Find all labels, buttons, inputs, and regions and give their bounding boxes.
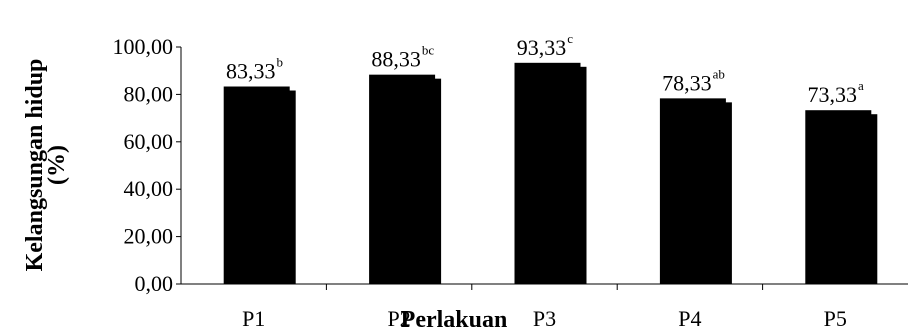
x-tick-label: P5 bbox=[824, 306, 847, 331]
bar-p5 bbox=[805, 110, 872, 284]
data-label: 78,33 bbox=[662, 70, 712, 95]
significance-letter: a bbox=[858, 78, 864, 93]
significance-letter: c bbox=[567, 31, 573, 46]
y-tick-label: 0,00 bbox=[135, 271, 174, 296]
axes bbox=[180, 47, 908, 285]
y-axis-title-line-2: (%) bbox=[44, 145, 70, 185]
y-axis-ticks: 0,00 20,00 40,00 60,00 80,00 100,00 bbox=[113, 34, 181, 296]
x-tick-label: P3 bbox=[533, 306, 556, 331]
y-axis-title-line-1: Kelangsungan hidup bbox=[22, 59, 48, 272]
y-tick-label: 60,00 bbox=[124, 129, 174, 154]
y-tick-label: 20,00 bbox=[124, 224, 174, 249]
bar-p4 bbox=[659, 98, 726, 284]
data-label: 93,33 bbox=[517, 35, 567, 60]
x-tick-label: P2 bbox=[387, 306, 410, 331]
significance-letter: b bbox=[276, 55, 283, 70]
data-label: 83,33 bbox=[226, 59, 276, 84]
bar-p2 bbox=[369, 74, 436, 284]
x-tick-label: P4 bbox=[678, 306, 701, 331]
significance-letter: ab bbox=[713, 66, 725, 81]
data-label: 73,33 bbox=[808, 82, 858, 107]
y-tick-label: 100,00 bbox=[113, 34, 174, 59]
y-tick-label: 40,00 bbox=[124, 176, 174, 201]
y-tick-label: 80,00 bbox=[124, 81, 174, 106]
significance-letter: bc bbox=[422, 43, 435, 58]
bar-p1 bbox=[223, 86, 290, 284]
x-axis-title: Perlakuan bbox=[401, 307, 508, 331]
bar-p3 bbox=[514, 62, 581, 285]
bars-group: 83,33 b 88,33 bc 93,33 c 78,33 ab 73,33 a bbox=[223, 31, 878, 285]
x-axis-ticks: P1 P2 P3 P4 P5 bbox=[242, 284, 847, 331]
x-tick-label: P1 bbox=[242, 306, 265, 331]
data-label: 88,33 bbox=[371, 47, 421, 72]
y-axis-title: Kelangsungan hidup (%) bbox=[22, 59, 70, 272]
